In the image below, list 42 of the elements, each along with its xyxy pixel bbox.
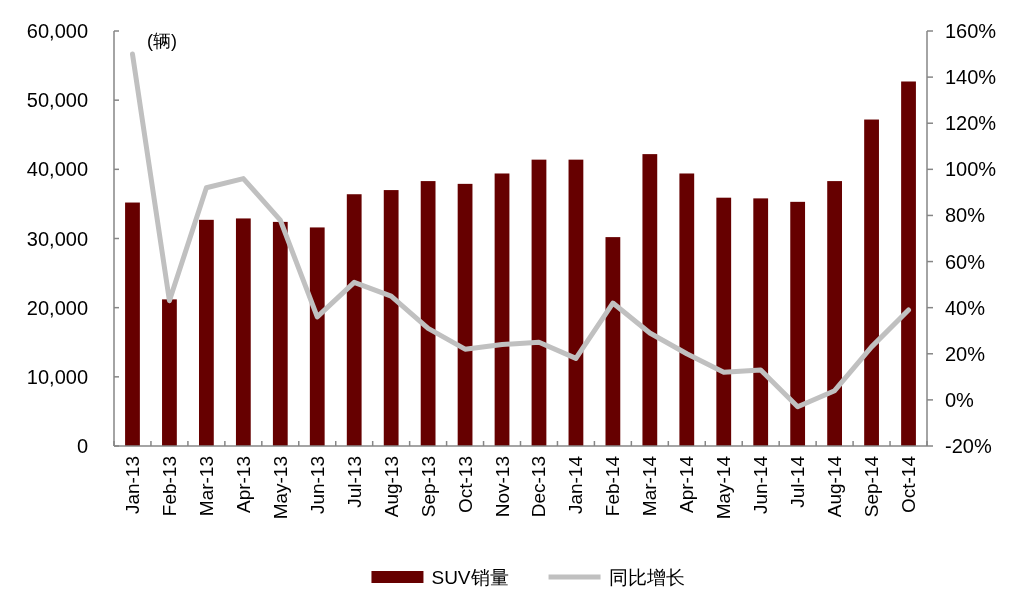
y2-tick-label: -20%	[945, 435, 992, 457]
x-tick-label: Sep-14	[861, 455, 883, 518]
x-tick-label: Sep-13	[417, 456, 439, 518]
y-tick-label: 10,000	[26, 365, 88, 388]
x-tick-label: Mar-14	[639, 455, 661, 517]
x-tick-label: Dec-13	[528, 456, 550, 518]
y-tick-label: 30,000	[26, 227, 88, 250]
x-tick-label: Feb-13	[158, 456, 180, 517]
y-tick-label: 50,000	[26, 89, 88, 112]
y2-tick-label: 160%	[945, 20, 997, 42]
x-tick-label: Apr-13	[232, 456, 254, 514]
y2-tick-label: 0%	[945, 388, 975, 411]
y2-tick-label: 20%	[945, 342, 986, 365]
x-tick-label: Jan-14	[565, 455, 587, 515]
x-tick-label: Jul-14	[787, 455, 809, 508]
x-tick-label: Oct-13	[454, 456, 476, 514]
x-tick-label: Aug-14	[824, 455, 846, 518]
x-tick-label: Aug-13	[380, 456, 402, 518]
y-tick-label: 0	[76, 435, 88, 457]
y-tick-label: 40,000	[26, 158, 88, 181]
y-tick-label: 20,000	[26, 296, 88, 319]
x-tick-label: Jun-13	[306, 456, 328, 515]
x-tick-label: Oct-14	[898, 455, 920, 514]
x-tick-label: May-13	[269, 456, 291, 520]
x-tick-label: Jul-13	[343, 456, 365, 508]
x-tick-label: May-14	[713, 455, 735, 520]
y2-tick-label: 100%	[945, 158, 997, 181]
x-tick-label: Nov-13	[491, 456, 513, 518]
y2-tick-label: 120%	[945, 112, 997, 135]
y2-tick-label: 80%	[945, 204, 986, 227]
y2-tick-label: 60%	[945, 250, 986, 273]
y2-tick-label: 140%	[945, 66, 997, 89]
legend-label: SUV销量	[431, 566, 509, 588]
x-tick-label: Jan-13	[121, 456, 143, 515]
x-tick-label: Apr-14	[676, 455, 698, 514]
x-tick-label: Feb-14	[602, 455, 624, 517]
legend-label: 同比增长	[608, 566, 685, 588]
x-tick-label: Jun-14	[750, 455, 772, 515]
y-tick-label: 60,000	[26, 20, 88, 42]
y-axis-title: (辆)	[147, 31, 177, 51]
y2-tick-label: 40%	[945, 296, 986, 319]
x-tick-label: Mar-13	[195, 456, 217, 517]
